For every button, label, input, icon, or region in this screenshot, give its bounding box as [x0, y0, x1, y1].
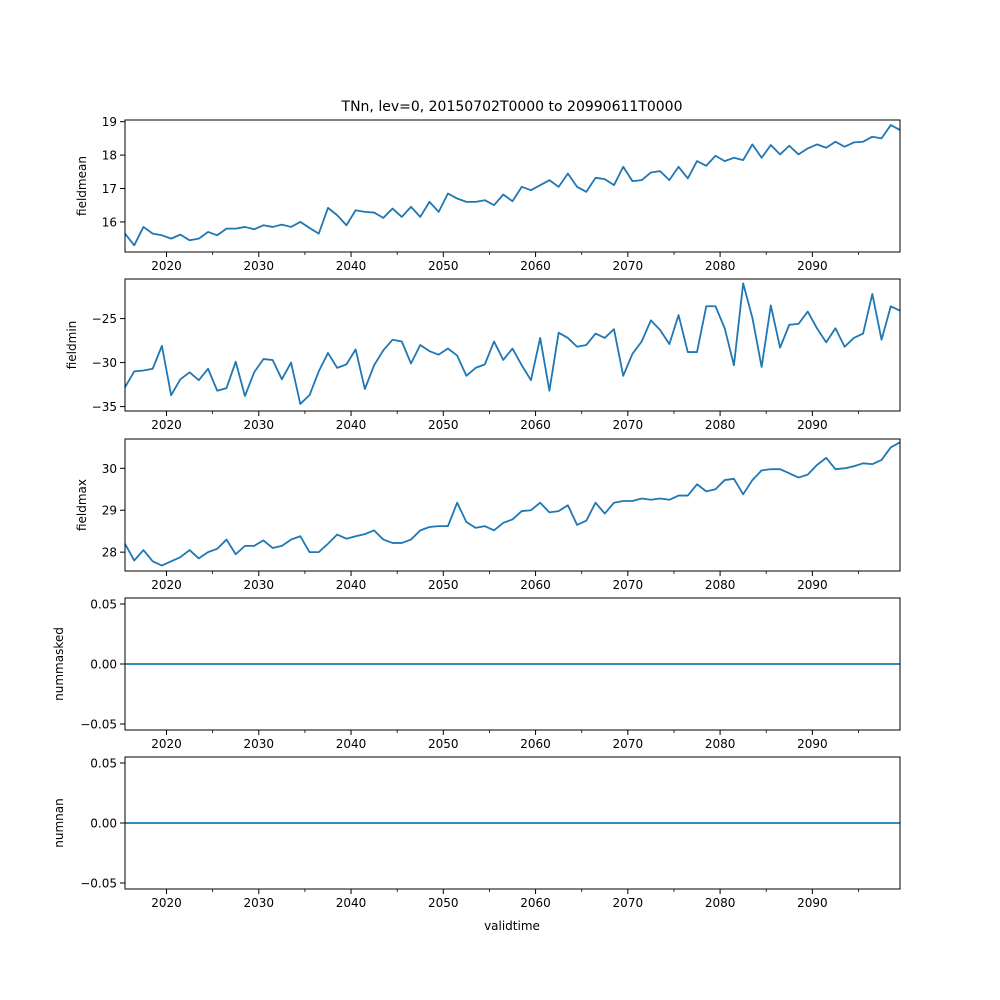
x-tick-label: 2020: [151, 896, 182, 910]
x-tick-label: 2020: [151, 578, 182, 592]
x-tick-label: 2040: [336, 418, 367, 432]
y-axis-label: fieldmin: [65, 321, 79, 370]
x-tick-label: 2040: [336, 737, 367, 751]
x-tick-label: 2050: [428, 259, 459, 273]
panels: 2020 2030 2040 2050 2060 2070 2080 2090 16 17 18 19…: [52, 115, 901, 910]
x-tick-label: 2020: [151, 737, 182, 751]
x-tick-label: 2030: [244, 896, 275, 910]
x-axis-label: validtime: [484, 919, 540, 933]
y-axis-label: fieldmax: [75, 479, 89, 531]
y-tick-label: 29: [102, 504, 117, 518]
x-tick-label: 2070: [613, 578, 644, 592]
y-tick-label: 0.05: [90, 598, 117, 612]
y-tick-label: −0.05: [80, 877, 117, 891]
y-axis-label: nummasked: [52, 627, 66, 701]
x-tick-label: 2050: [428, 578, 459, 592]
subplot-nummasked: 2020 2030 2040 2050 2060 2070 2080 2090 −0.05 0.0…: [52, 597, 901, 751]
x-tick-label: 2070: [613, 418, 644, 432]
x-tick-label: 2040: [336, 259, 367, 273]
x-tick-label: 2060: [520, 896, 551, 910]
y-tick-label: −25: [92, 312, 117, 326]
chart-title: TNn, lev=0, 20150702T0000 to 20990611T00…: [341, 99, 683, 115]
y-tick-label: 17: [102, 182, 117, 196]
y-tick-label: 0.05: [90, 757, 117, 771]
x-tick-label: 2080: [705, 259, 736, 273]
y-tick-label: −35: [92, 400, 117, 414]
x-tick-label: 2020: [151, 259, 182, 273]
subplot-fieldmin: 2020 2030 2040 2050 2060 2070 2080 2090 −35 −30 −2…: [65, 278, 901, 432]
x-tick-label: 2060: [520, 418, 551, 432]
axes-frame-fieldmax: [124, 438, 901, 572]
x-tick-label: 2090: [797, 578, 828, 592]
y-tick-label: 0.00: [90, 658, 117, 672]
x-tick-label: 2050: [428, 418, 459, 432]
x-tick-label: 2070: [613, 259, 644, 273]
x-tick-label: 2060: [520, 259, 551, 273]
x-tick-label: 2090: [797, 737, 828, 751]
x-tick-label: 2040: [336, 896, 367, 910]
x-tick-label: 2060: [520, 578, 551, 592]
x-tick-label: 2080: [705, 418, 736, 432]
subplot-fieldmax: 2020 2030 2040 2050 2060 2070 2080 2090 28 29 30 fi…: [75, 438, 901, 592]
x-tick-label: 2080: [705, 578, 736, 592]
y-tick-label: 0.00: [90, 817, 117, 831]
x-tick-label: 2030: [244, 578, 275, 592]
x-tick-label: 2090: [797, 896, 828, 910]
series-line-fieldmax: [124, 441, 901, 567]
x-tick-label: 2070: [613, 896, 644, 910]
x-tick-label: 2070: [613, 737, 644, 751]
y-tick-label: −0.05: [80, 718, 117, 732]
subplot-numnan: 2020 2030 2040 2050 2060 2070 2080 2090 −0.05 0.0…: [52, 756, 901, 910]
x-tick-label: 2080: [705, 896, 736, 910]
x-tick-label: 2030: [244, 737, 275, 751]
x-tick-label: 2040: [336, 578, 367, 592]
series-line-fieldmin: [124, 282, 901, 405]
y-tick-label: −30: [92, 356, 117, 370]
axes-frame-fieldmean: [124, 119, 901, 253]
x-tick-label: 2050: [428, 896, 459, 910]
x-tick-label: 2020: [151, 418, 182, 432]
y-tick-label: 16: [102, 215, 117, 229]
y-tick-label: 30: [102, 462, 117, 476]
x-tick-label: 2090: [797, 259, 828, 273]
x-tick-label: 2080: [705, 737, 736, 751]
y-tick-label: 18: [102, 149, 117, 163]
x-tick-label: 2030: [244, 418, 275, 432]
y-axis-label: numnan: [52, 798, 66, 847]
x-tick-label: 2030: [244, 259, 275, 273]
y-axis-label: fieldmean: [75, 156, 89, 216]
axes-frame-fieldmin: [124, 278, 901, 412]
x-tick-label: 2060: [520, 737, 551, 751]
y-tick-label: 28: [102, 546, 117, 560]
x-tick-label: 2090: [797, 418, 828, 432]
x-tick-label: 2050: [428, 737, 459, 751]
series-line-fieldmean: [124, 124, 901, 247]
subplot-fieldmean: 2020 2030 2040 2050 2060 2070 2080 2090 16 17 18 19…: [75, 115, 901, 273]
y-tick-label: 19: [102, 115, 117, 129]
